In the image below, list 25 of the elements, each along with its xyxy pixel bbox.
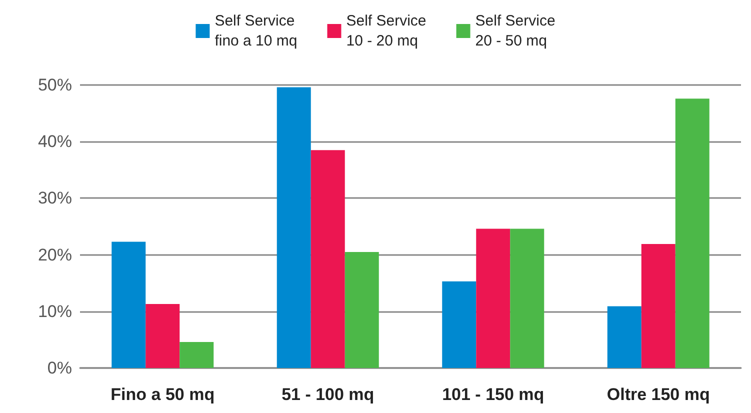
bar [675, 98, 710, 368]
legend-label: Self Service 20 - 50 mq [475, 12, 556, 50]
bar [112, 242, 146, 368]
bar [310, 150, 345, 368]
y-tick-label: 0% [47, 358, 72, 378]
legend-label: Self Service 10 - 20 mq [346, 12, 426, 50]
y-tick-label: 40% [38, 132, 72, 152]
x-tick-label: Fino a 50 mq [110, 385, 215, 404]
x-tick-label: Oltre 150 mq [606, 385, 710, 404]
bar [180, 342, 214, 368]
bar [476, 228, 510, 368]
bar [146, 304, 180, 368]
bar [344, 252, 379, 368]
x-tick-label: 51 - 100 mq [282, 385, 374, 404]
y-tick-label: 50% [38, 76, 72, 94]
bar [607, 306, 642, 368]
bar [510, 228, 544, 368]
y-tick-label: 30% [38, 188, 72, 208]
y-tick-label: 20% [38, 245, 72, 264]
bar [641, 244, 676, 368]
bar [442, 281, 476, 368]
x-tick-label: 101 - 150 mq [442, 385, 544, 404]
y-tick-label: 10% [38, 302, 72, 321]
bar [276, 87, 311, 368]
legend-label: Self Service fino a 10 mq [214, 12, 298, 50]
